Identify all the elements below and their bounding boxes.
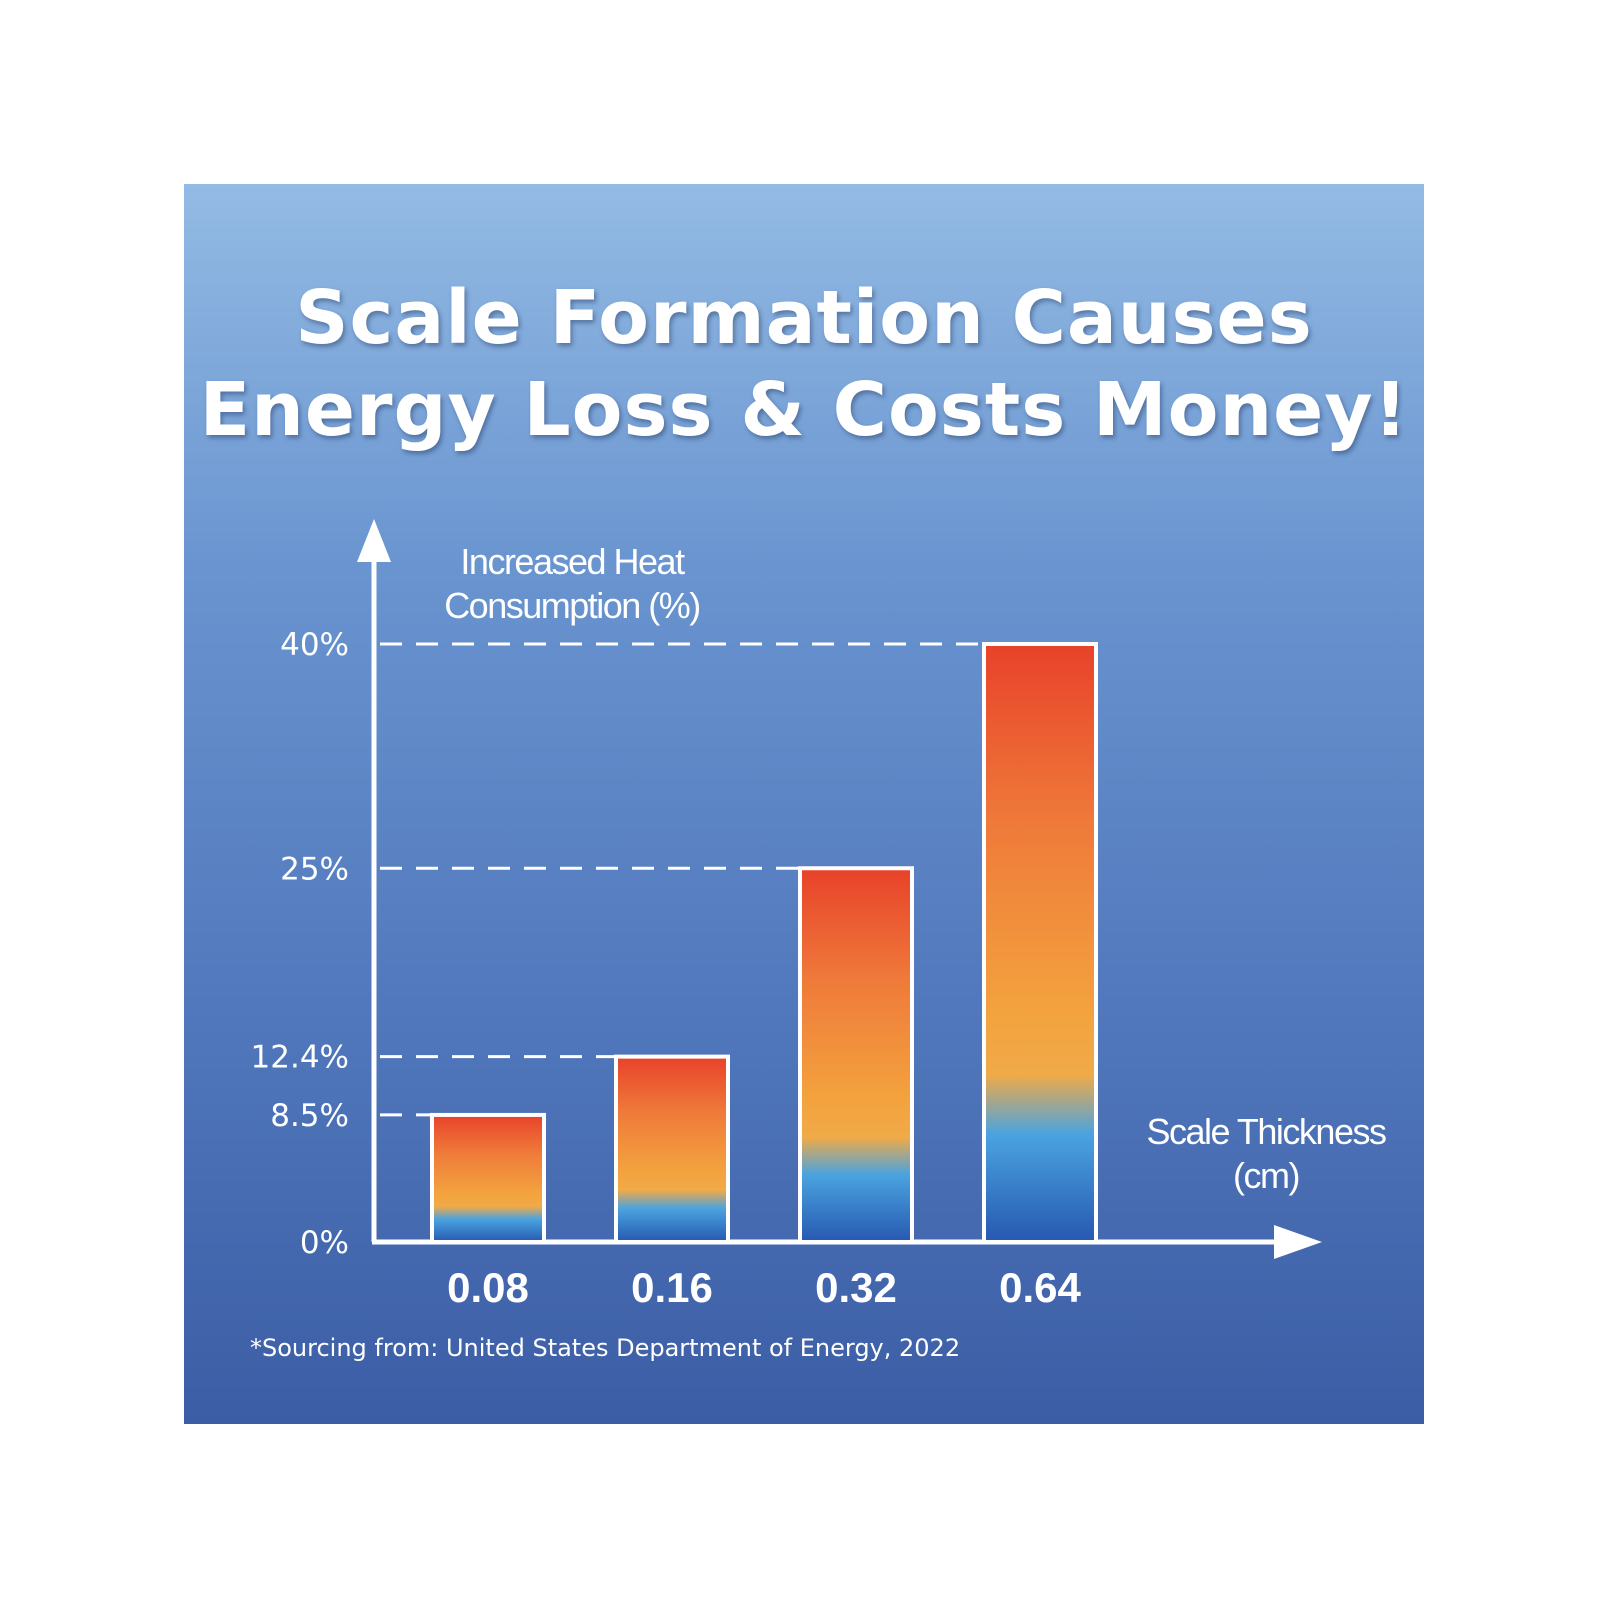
bar-0.08 <box>430 1112 546 1244</box>
bar-chart: 0% 8.5% 12.4% 25% 40% 0.08 0.16 0.32 0.64 Incre… <box>250 519 1388 1362</box>
x-category-label: 0.64 <box>999 1264 1081 1311</box>
y-tick-label: 25% <box>280 851 349 887</box>
x-axis-title: Scale Thickness (cm) <box>1147 1111 1388 1196</box>
y-tick-label: 8.5% <box>270 1098 349 1134</box>
chart-panel: Scale Formation Causes Energy Loss & Cos… <box>184 184 1424 1424</box>
y-axis-arrow <box>357 519 391 562</box>
y-axis-title-line-1: Increased Heat <box>460 541 685 582</box>
y-axis-title-line-2: Consumption (%) <box>444 585 700 626</box>
y-axis-title: Increased Heat Consumption (%) <box>444 541 701 626</box>
title-line-1: Scale Formation Causes <box>295 275 1313 361</box>
source-footnote: *Sourcing from: United States Department… <box>250 1334 960 1362</box>
x-axis-title-line-2: (cm) <box>1233 1155 1299 1196</box>
x-category-label: 0.32 <box>815 1264 897 1311</box>
chart-title: Scale Formation Causes Energy Loss & Cos… <box>184 272 1424 456</box>
y-tick-label: 40% <box>280 627 349 663</box>
x-category-label: 0.16 <box>631 1264 713 1311</box>
x-category-label: 0.08 <box>447 1264 529 1311</box>
x-axis-title-line-1: Scale Thickness <box>1147 1111 1386 1152</box>
y-tick-label: 0% <box>300 1225 349 1261</box>
x-axis-arrow <box>1274 1225 1322 1259</box>
y-tick-label: 12.4% <box>251 1040 349 1076</box>
title-line-2: Energy Loss & Costs Money! <box>199 367 1409 453</box>
bar-0.32 <box>798 866 914 1244</box>
bar-0.64 <box>982 642 1098 1244</box>
bar-0.16 <box>614 1054 730 1244</box>
